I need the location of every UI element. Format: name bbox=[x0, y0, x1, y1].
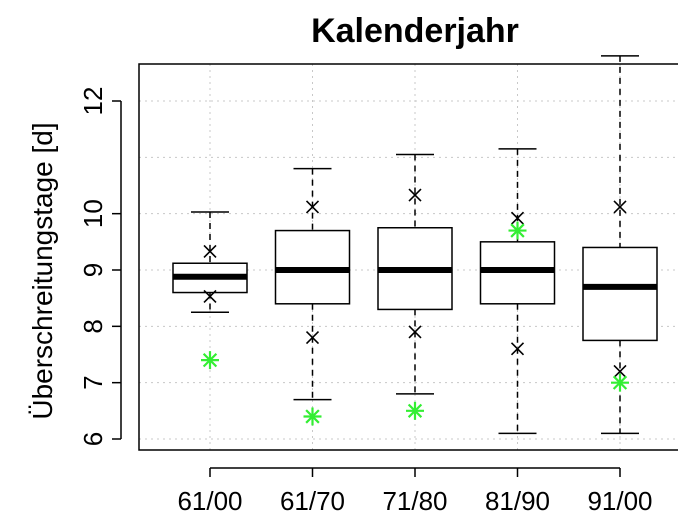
green-star-stroke bbox=[510, 223, 525, 238]
box-91-00 bbox=[582, 55, 658, 435]
x-marker bbox=[408, 188, 422, 202]
green-star-stroke bbox=[612, 375, 628, 390]
x-marker-stroke bbox=[203, 244, 217, 258]
markers bbox=[201, 188, 629, 426]
y-tick-label: 9 bbox=[78, 263, 108, 277]
x-marker bbox=[613, 364, 627, 378]
y-axis: 6 7 8 9 10 12 bbox=[78, 87, 122, 446]
x-marker-stroke bbox=[203, 289, 217, 304]
x-marker bbox=[510, 211, 525, 225]
x-marker-stroke bbox=[613, 200, 627, 214]
green-star-marker bbox=[611, 373, 629, 392]
green-star-marker bbox=[303, 407, 322, 426]
x-marker-stroke bbox=[305, 331, 320, 345]
box-rect bbox=[582, 246, 658, 342]
y-tick-label: 8 bbox=[78, 319, 108, 333]
x-marker bbox=[408, 325, 422, 339]
box-61-70 bbox=[274, 167, 351, 401]
x-tick-label: 71/80 bbox=[382, 486, 447, 516]
x-marker-stroke bbox=[510, 211, 525, 225]
boxes bbox=[172, 55, 658, 435]
y-tick-label: 6 bbox=[78, 432, 108, 446]
green-star-stroke bbox=[407, 403, 423, 418]
green-star-marker bbox=[201, 351, 219, 370]
plot-frame bbox=[138, 63, 678, 451]
x-marker-stroke bbox=[408, 188, 422, 202]
green-star-marker bbox=[406, 401, 424, 420]
green-star-marker bbox=[508, 221, 527, 240]
x-marker bbox=[510, 342, 525, 356]
x-marker-stroke bbox=[510, 342, 525, 356]
x-tick-label: 91/00 bbox=[587, 486, 652, 516]
y-tick-label: 12 bbox=[78, 87, 108, 116]
chart-title: Kalenderjahr bbox=[311, 12, 519, 50]
x-tick-label: 61/70 bbox=[280, 486, 345, 516]
green-star-stroke bbox=[305, 409, 320, 424]
x-marker bbox=[305, 331, 320, 345]
x-marker bbox=[203, 289, 217, 304]
x-marker-stroke bbox=[613, 364, 627, 378]
green-star-stroke bbox=[202, 352, 218, 368]
x-tick-label: 81/90 bbox=[485, 486, 550, 516]
y-tick-label: 7 bbox=[78, 375, 108, 389]
x-marker-stroke bbox=[305, 200, 320, 214]
box-71-80 bbox=[377, 153, 453, 395]
y-tick-label: 10 bbox=[78, 199, 108, 228]
box-61-00 bbox=[172, 211, 248, 313]
x-tick-label: 61/00 bbox=[177, 486, 242, 516]
x-marker bbox=[203, 244, 217, 258]
y-axis-label: Überschreitungstage [d] bbox=[27, 122, 58, 419]
x-marker bbox=[305, 200, 320, 214]
x-marker-stroke bbox=[408, 325, 422, 339]
x-marker bbox=[613, 200, 627, 214]
x-axis: 61/00 61/70 71/80 81/90 91/00 bbox=[177, 467, 653, 516]
box-81-90 bbox=[479, 148, 556, 435]
